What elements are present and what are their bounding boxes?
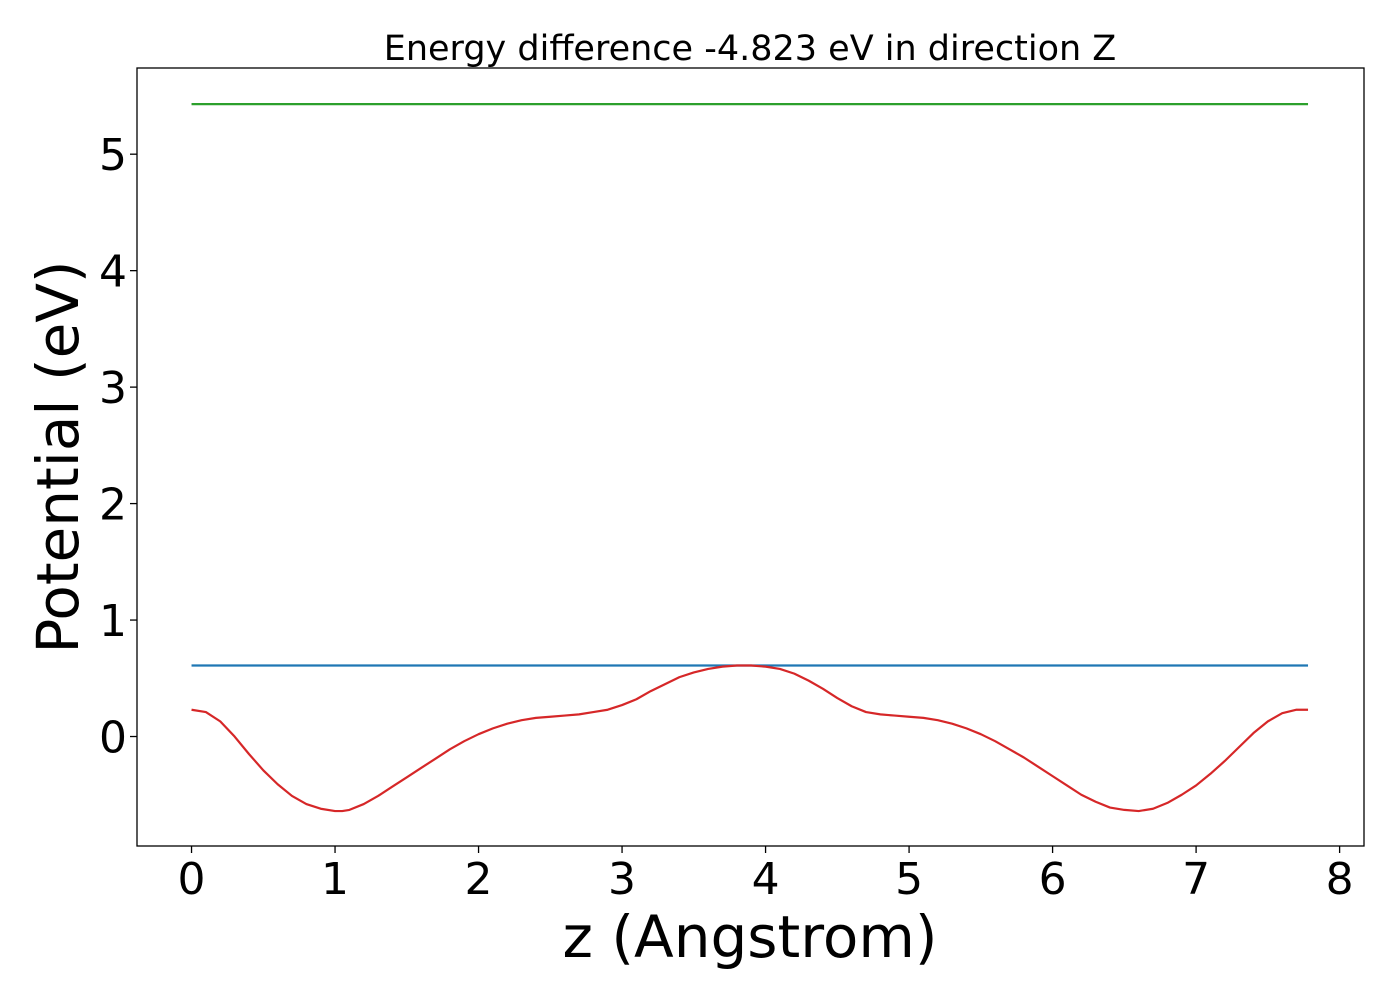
x-tick-label: 5 [895,854,923,905]
x-tick-label: 6 [1039,854,1067,905]
y-tick-label: 4 [99,247,127,298]
x-tick-label: 4 [752,854,780,905]
y-tick-label: 0 [99,713,127,764]
y-tick-label: 3 [99,363,127,414]
x-axis-label: z (Angstrom) [563,903,938,971]
x-axis-ticks: 0 1 2 3 4 5 6 7 8 [178,846,1354,905]
x-tick-label: 7 [1182,854,1210,905]
y-tick-label: 5 [99,130,127,181]
series-layer [191,102,1309,813]
x-tick-label: 2 [465,854,493,905]
chart-title: Energy difference -4.823 eV in direction… [384,29,1117,69]
plot-frame [136,67,1365,847]
x-tick-label: 3 [608,854,636,905]
x-tick-label: 0 [178,854,206,905]
y-axis-ticks: 0 1 2 3 4 5 [99,130,137,764]
x-tick-label: 1 [321,854,349,905]
y-tick-label: 2 [99,480,127,531]
y-axis-label: Potential (eV) [24,260,92,653]
series-line-3 [191,664,1309,813]
y-tick-label: 1 [99,596,127,647]
x-tick-label: 8 [1326,854,1354,905]
